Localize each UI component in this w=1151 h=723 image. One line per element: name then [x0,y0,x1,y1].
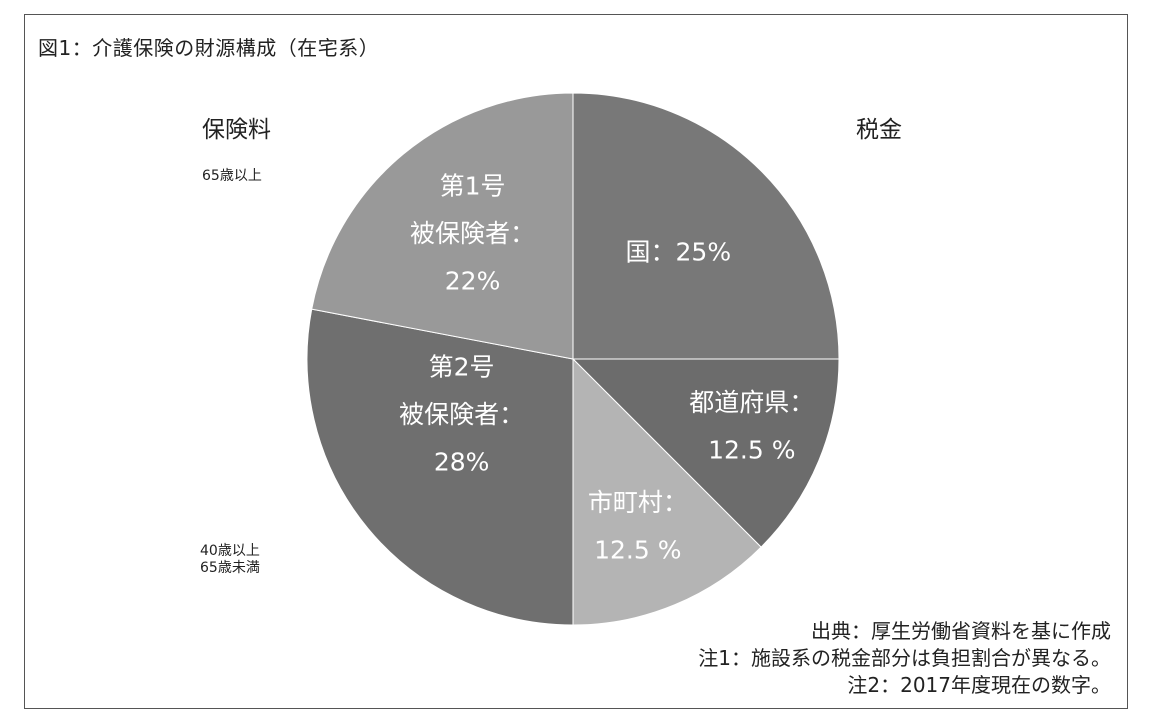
age-note-second: 40歳以上 65歳未満 [200,543,260,577]
pie-slice-dai1 [311,92,574,360]
pie-label-shichoson-1: 12.5 % [594,536,681,565]
pie-label-dai2-2: 28% [434,447,490,476]
tax-group-label: 税金 [856,117,902,143]
pie-labels: 国：25%都道府県：12.5 %市町村：12.5 %第2号被保険者：28%第1号… [399,171,814,564]
pie-label-shichoson-0: 市町村： [588,488,688,517]
age-note-second-line1: 40歳以上 [200,543,260,559]
pie-label-kuni-0: 国：25% [626,238,732,267]
pie-label-dai2-0: 第2号 [429,352,495,381]
note-1: 注1：施設系の税金部分は負担割合が異なる。 [698,646,1111,670]
chart-title: 図1：介護保険の財源構成（在宅系） [38,36,380,60]
pie-label-todofuken-0: 都道府県： [689,388,814,417]
pie-slices [306,92,840,626]
pie-slice-todofuken [571,358,840,548]
pie-label-todofuken-1: 12.5 % [708,435,795,464]
insurance-group-label: 保険料 [202,117,271,143]
pie-slice-kuni [572,92,840,360]
source-notes: 出典：厚生労働省資料を基に作成 注1：施設系の税金部分は負担割合が異なる。 注2… [698,618,1111,699]
age-note-second-line2: 65歳未満 [200,560,260,576]
pie-slice-shichoson [572,357,762,626]
pie-slice-dai2 [306,308,574,626]
age-note-first: 65歳以上 [202,168,262,185]
pie-label-dai1-1: 被保険者： [410,219,535,248]
note-2: 注2：2017年度現在の数字。 [847,673,1111,697]
pie-label-dai1-2: 22% [445,266,501,295]
note-source: 出典：厚生労働省資料を基に作成 [811,619,1111,643]
pie-label-dai2-1: 被保険者： [399,400,524,429]
pie-label-dai1-0: 第1号 [440,171,506,200]
age-note-first-text: 65歳以上 [202,168,262,184]
